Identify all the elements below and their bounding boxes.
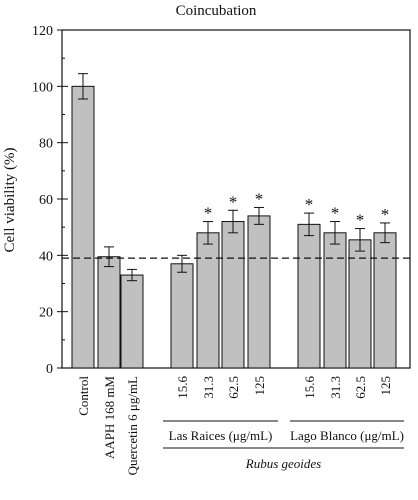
y-tick-label: 40 — [39, 249, 53, 264]
category-label: AAPH 168 mM — [102, 376, 117, 460]
bar — [196, 232, 220, 369]
significance-marker: * — [356, 211, 365, 230]
category-label: 62.5 — [226, 376, 241, 399]
plot-area: 0 20 40 60 80 100 120 Control AAPH 168 mM Quercet… — [32, 24, 411, 475]
chart-title: Coincubation — [176, 3, 257, 19]
bar — [323, 232, 347, 369]
y-tick-label: 80 — [39, 137, 53, 152]
category-label: 125 — [378, 376, 393, 396]
y-tick-label: 120 — [32, 24, 53, 39]
y-tick-label: 0 — [46, 362, 53, 377]
category-label: 31.3 — [328, 376, 343, 399]
bar — [120, 274, 144, 369]
group-label: Las Raices (μg/mL) — [169, 428, 273, 443]
bar — [373, 232, 397, 369]
category-label: 62.5 — [353, 376, 368, 399]
category-label: 125 — [252, 376, 267, 396]
y-axis-label: Cell viability (%) — [2, 148, 18, 253]
category-label: Control — [76, 376, 91, 416]
significance-marker: * — [229, 192, 238, 211]
bar — [71, 85, 95, 369]
bar — [170, 263, 194, 369]
y-tick-label: 20 — [39, 306, 53, 321]
group-label: Lago Blanco (μg/mL) — [290, 428, 404, 443]
significance-marker: * — [331, 204, 340, 223]
significance-marker: * — [305, 195, 314, 214]
supergroup-label: Rubus geoides — [245, 456, 321, 471]
y-tick-label: 100 — [32, 80, 53, 95]
significance-marker: * — [381, 205, 390, 224]
significance-marker: * — [204, 204, 213, 223]
bar — [97, 256, 121, 369]
category-label: 15.6 — [175, 376, 190, 399]
category-label: 31.3 — [201, 376, 216, 399]
bar — [297, 223, 321, 369]
bar — [348, 239, 372, 369]
bar — [247, 215, 271, 369]
y-tick-label: 60 — [39, 193, 53, 208]
category-label: 15.6 — [302, 376, 317, 399]
bar — [221, 221, 245, 369]
significance-marker: * — [255, 189, 264, 208]
category-label: Quercetin 6 μg/mL — [125, 376, 140, 475]
